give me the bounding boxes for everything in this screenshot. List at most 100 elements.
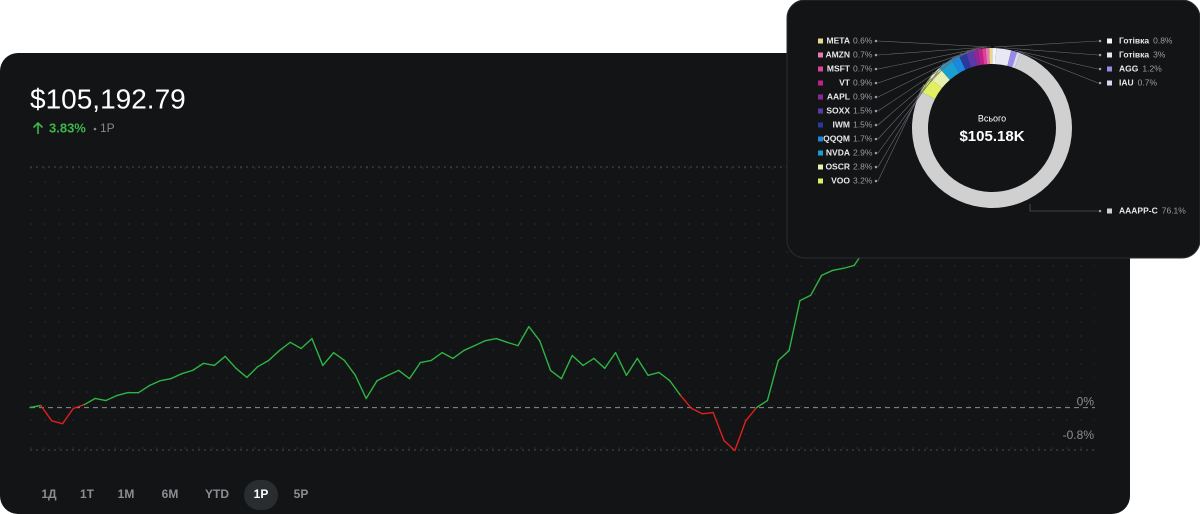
legend-name: Готівка [1119, 35, 1149, 45]
leader-line [994, 40, 1099, 48]
leader-line [1029, 204, 1098, 212]
line-segment [614, 351, 628, 377]
line-chart: 0% -0.8% [29, 248, 1095, 452]
line-segment [50, 420, 64, 425]
line-segment [343, 359, 357, 377]
legend-value: 0.7% [1138, 77, 1158, 87]
range-button[interactable]: 1Р [254, 487, 269, 501]
leader-dot [874, 81, 878, 85]
line-segment [235, 367, 248, 379]
leader-dot [874, 95, 878, 99]
balance: $105,192.79 [30, 83, 186, 114]
range-button[interactable]: 5Р [294, 487, 309, 501]
line-segment [387, 369, 400, 377]
leader-line [877, 46, 988, 56]
legend-name: AGG [1119, 63, 1139, 73]
line-segment [593, 357, 606, 370]
line-segment [452, 349, 465, 360]
line-segment [376, 374, 389, 382]
legend-value: 1.5% [853, 119, 873, 129]
line-segment [571, 354, 584, 367]
line-segment [517, 325, 530, 347]
line-segment [300, 337, 313, 350]
legend-value: 1.5% [853, 105, 873, 115]
leader-dot [1098, 53, 1102, 57]
leader-dot [874, 165, 878, 169]
line-segment [257, 359, 270, 368]
legend-value: 3% [1153, 49, 1166, 59]
line-segment [159, 377, 172, 382]
line-segment [658, 371, 671, 382]
legend-name: VOO [831, 175, 850, 185]
range-button[interactable]: 6М [162, 487, 179, 501]
donut-segment [977, 48, 985, 66]
line-segment [723, 439, 736, 452]
line-segment [202, 362, 216, 367]
legend-value: 0.8% [1153, 35, 1173, 45]
range-button[interactable]: 1Д [41, 487, 57, 501]
line-segment [679, 394, 693, 410]
line-segment [604, 351, 617, 370]
line-segment [701, 411, 714, 415]
legend-value: 0.7% [853, 49, 873, 59]
line-segment [40, 404, 53, 422]
legend-swatch [1107, 52, 1112, 58]
leader-dot [874, 67, 878, 71]
line-segment [398, 369, 411, 380]
legend-swatch [1107, 80, 1112, 86]
line-segment [137, 384, 150, 394]
line-segment [842, 264, 855, 270]
line-segment [799, 294, 812, 302]
legend-value: 1.2% [1142, 63, 1162, 73]
legend-swatch [1107, 208, 1112, 214]
line-segment [810, 274, 823, 296]
donut-total: $105.18K [959, 128, 1024, 145]
line-segment [528, 325, 541, 342]
donut-segment [985, 48, 990, 65]
leader-line [877, 50, 970, 112]
line-segment [83, 397, 96, 406]
line-segment [538, 339, 552, 372]
line-segment [105, 394, 118, 402]
range-button[interactable]: 1М [118, 487, 135, 501]
legend-name: IWM [833, 119, 850, 129]
legend-name: AMZN [825, 49, 850, 59]
leader-dot [1098, 81, 1102, 85]
legend-swatch [818, 38, 823, 44]
range-button[interactable]: 1Т [80, 487, 95, 501]
legend-swatch [818, 52, 823, 58]
line-segment [354, 374, 367, 400]
line-segment [29, 404, 42, 409]
line-segment [712, 411, 725, 442]
legend-swatch [818, 108, 823, 114]
line-segment [463, 344, 476, 352]
range-button[interactable]: YTD [205, 487, 229, 501]
legend-name: QQQM [823, 133, 850, 143]
active-button-bg [244, 480, 278, 510]
leader-line [1003, 47, 1099, 56]
legend-swatch [818, 178, 823, 184]
legend-swatch [818, 136, 823, 142]
line-segment [332, 351, 346, 362]
line-segment [181, 369, 194, 375]
legend-name: MSFT [827, 63, 851, 73]
range-buttons: 1Д 1Т 1М 6М YTD 1Р 5Р [41, 480, 308, 510]
line-segment [625, 357, 638, 377]
legend-value: 0.9% [853, 77, 873, 87]
leader-dot [1098, 209, 1102, 213]
leader-dot [874, 179, 878, 183]
line-segment [484, 337, 497, 342]
legend-swatch [818, 66, 823, 72]
line-segment [669, 380, 682, 397]
line-segment [745, 406, 758, 422]
line-segment [408, 361, 422, 380]
legend-swatch [1107, 66, 1112, 72]
donut-segment [995, 48, 1012, 66]
legend-value: 1.7% [853, 133, 873, 143]
line-segment [61, 407, 75, 425]
legend-name: SOXX [826, 105, 850, 115]
line-segment [495, 337, 508, 344]
line-segment [278, 341, 291, 352]
donut-segment [1012, 52, 1021, 69]
